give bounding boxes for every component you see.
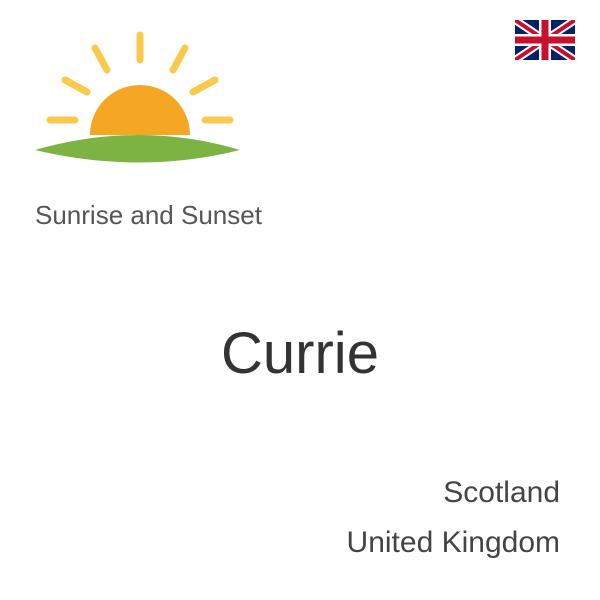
tagline-text: Sunrise and Sunset	[35, 200, 262, 231]
country-name: United Kingdom	[347, 526, 560, 560]
uk-flag-icon	[515, 20, 575, 60]
sunrise-logo	[25, 20, 245, 190]
city-name: Currie	[0, 320, 600, 387]
region-name: Scotland	[443, 476, 560, 510]
